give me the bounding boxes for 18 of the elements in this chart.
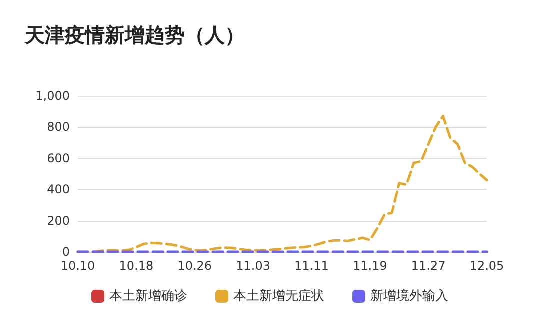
x-tick-label: 11.03 [236, 259, 270, 273]
y-tick-label: 600 [47, 151, 70, 166]
x-tick-label: 10.18 [119, 259, 154, 273]
y-tick-label: 800 [47, 120, 70, 134]
x-tick-label: 11.19 [352, 259, 388, 273]
chart-title: 天津疫情新增趋势（人） [24, 23, 245, 47]
y-tick-label: 1,000 [36, 89, 70, 103]
y-tick-label: 200 [47, 214, 70, 228]
x-tick-label: 10.10 [60, 259, 96, 273]
legend-label: 本土新增确诊 [110, 289, 188, 304]
x-tick-label: 12.05 [470, 259, 504, 273]
legend-label: 新增境外输入 [370, 288, 448, 304]
y-tick-label: 0 [62, 245, 70, 259]
y-tick-label: 400 [47, 182, 70, 197]
x-tick-label: 11.11 [294, 259, 329, 273]
x-tick-label: 11.27 [411, 259, 446, 273]
legend-label: 本土新增无症状 [234, 289, 324, 304]
x-tick-label: 10.26 [178, 259, 212, 273]
